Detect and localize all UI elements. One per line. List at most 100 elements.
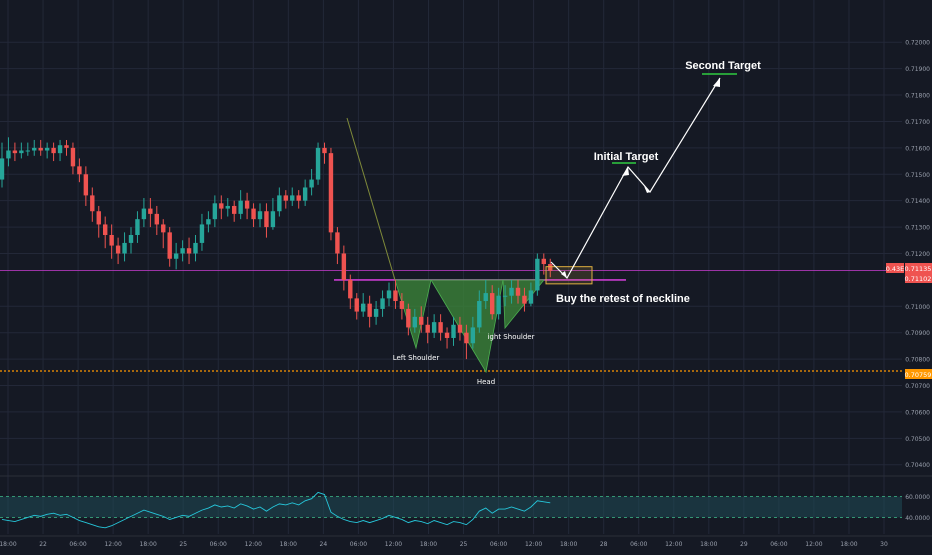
time-tick-label: 06:00 (770, 541, 787, 548)
neckline-price-label: 0.71102 (905, 275, 932, 283)
candle-body (431, 322, 437, 333)
time-tick-label: 18:00 (840, 541, 857, 548)
price-tick-label: 0.71400 (905, 198, 930, 205)
candle-body (302, 187, 308, 201)
time-tick-label: 25 (179, 541, 187, 548)
candle-body (38, 147, 43, 151)
candle-body (219, 203, 224, 209)
time-tick-label: 06:00 (490, 541, 507, 548)
time-tick-label: 25 (460, 541, 468, 548)
candle-body (270, 211, 276, 228)
left-shoulder-label: Left Shoulder (393, 354, 440, 362)
price-tick-label: 0.72000 (905, 40, 930, 47)
candle-body (70, 147, 76, 167)
price-tick-label: 0.70500 (905, 436, 930, 443)
candle-body (193, 242, 198, 254)
candle-body (425, 324, 430, 333)
candle-body (115, 245, 121, 254)
neckline-price-box (905, 273, 932, 283)
candle-body (257, 211, 263, 220)
time-tick-label: 22 (39, 541, 47, 548)
candle-body (328, 153, 334, 233)
candle-body (528, 290, 534, 304)
rsi-panel: 60.0000 40.0000 (0, 475, 932, 529)
time-tick-label: 28 (600, 541, 608, 548)
candle-body (173, 253, 179, 259)
price-tick-label: 0.71200 (905, 251, 930, 258)
candle-body (290, 195, 295, 201)
price-axis[interactable]: 0.72000 0.71900 0.71800 0.71700 0.71600 0.715… (905, 40, 930, 469)
candle-body (457, 324, 463, 333)
current-change-box (886, 263, 904, 273)
candle-body (348, 279, 353, 299)
price-tick-label: 0.71000 (905, 304, 930, 311)
price-tick-label: 0.70700 (905, 383, 930, 390)
candle-body (0, 158, 5, 180)
initial-target-label: Initial Target (594, 151, 659, 163)
time-tick-label: 12:00 (805, 541, 822, 548)
candle-body (238, 200, 243, 214)
time-tick-label: 06:00 (69, 541, 86, 548)
candle-body (32, 147, 37, 151)
candle-body (199, 224, 205, 243)
candle-body (44, 147, 50, 151)
candle-body (167, 232, 172, 259)
price-tick-label: 0.71900 (905, 66, 930, 73)
price-tick-label: 0.71300 (905, 225, 930, 232)
candle-body (283, 195, 288, 201)
candle-body (141, 208, 147, 220)
candle-body (373, 308, 379, 317)
candle-body (57, 145, 63, 154)
candle-body (212, 203, 218, 220)
candle-body (541, 258, 546, 265)
candle-body (406, 308, 411, 328)
candle-body (83, 174, 89, 196)
candle-body (438, 322, 443, 333)
candle-body (128, 235, 134, 243)
price-tick-label: 0.71600 (905, 145, 930, 152)
price-tick-label: 0.70900 (905, 330, 930, 337)
rsi-level-label: 60.0000 (905, 494, 930, 501)
head-label: Head (477, 378, 495, 386)
candle-body (393, 290, 398, 302)
candle-body (444, 332, 450, 338)
candle-body (322, 147, 327, 154)
candle-body (419, 316, 424, 325)
candle-body (386, 290, 392, 299)
candle-body (483, 293, 488, 302)
time-axis[interactable]: 18:00 22 06:00 12:00 18:00 25 06:00 12:00 18:00 2… (0, 535, 932, 548)
candle-body (51, 147, 56, 154)
candle-body (490, 293, 495, 315)
candle-body (509, 287, 514, 296)
time-tick-label: 06:00 (210, 541, 227, 548)
candle-body (25, 150, 30, 152)
candle-body (502, 295, 508, 297)
candle-body (354, 298, 359, 312)
arrow-head-pullback (644, 186, 650, 193)
price-labels: 0.43E 0.71135 0.71102 0.70759 (886, 263, 932, 379)
time-tick-label: 18:00 (700, 541, 717, 548)
candle-body (341, 253, 347, 280)
time-tick-label: 06:00 (350, 541, 367, 548)
support-price-label: 0.70759 (905, 371, 932, 379)
candle-body (464, 332, 469, 344)
arrow-head-retest (561, 271, 567, 278)
candle-body (64, 145, 69, 148)
buy-retest-note: Buy the retest of neckline (556, 293, 690, 305)
candle-body (335, 232, 340, 254)
rsi-level-label: 40.0000 (905, 515, 930, 522)
candle-body (186, 248, 192, 254)
price-tick-label: 0.71500 (905, 172, 930, 179)
candle-body (19, 150, 24, 154)
time-tick-label: 18:00 (140, 541, 157, 548)
time-tick-label: 29 (740, 541, 748, 548)
price-tick-label: 0.71800 (905, 93, 930, 100)
candle-body (412, 316, 417, 328)
candle-body (225, 205, 230, 209)
annotations: Second Target Initial Target Buy the ret… (393, 60, 761, 386)
price-tick-label: 0.70600 (905, 409, 930, 416)
current-change-label: 0.43E (886, 265, 905, 273)
